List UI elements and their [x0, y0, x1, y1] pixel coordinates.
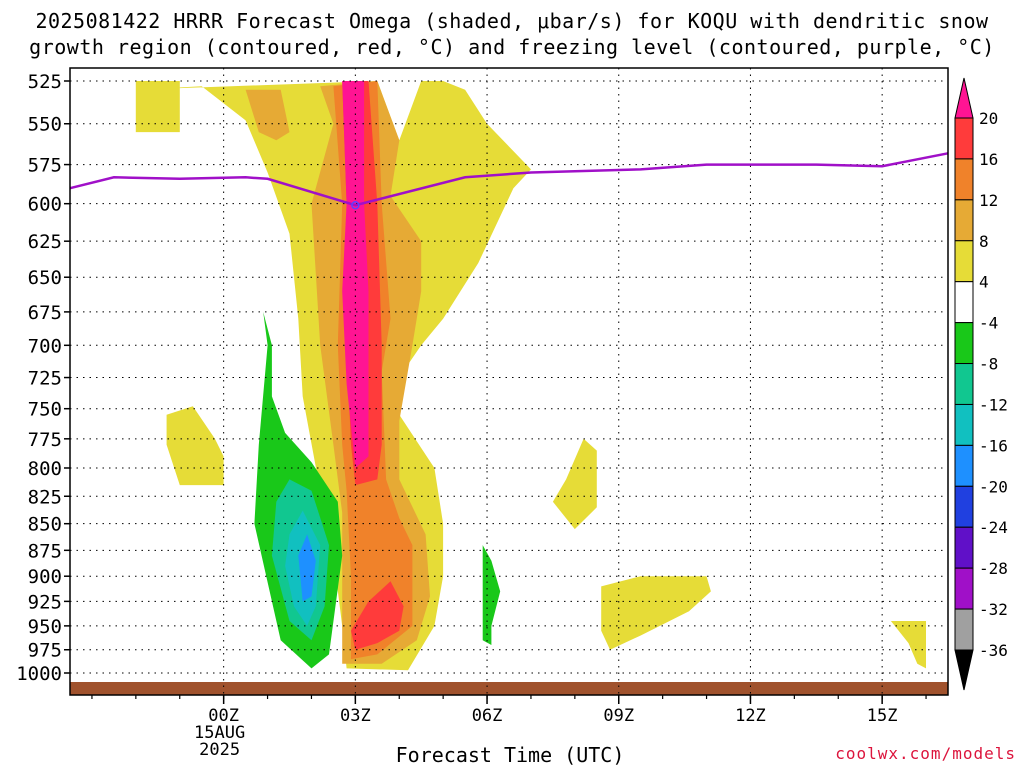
x-tick-year-label: 2025: [199, 740, 240, 760]
colorbar-top-arrow: [954, 77, 974, 119]
colorbar-swatch-3: [954, 240, 974, 283]
colorbar-label-7: -12: [979, 395, 1008, 414]
y-tick-label-575: 575: [28, 155, 62, 177]
omega-region-3: [552, 438, 597, 530]
y-tick-label-750: 750: [28, 399, 62, 421]
plot-frame: [69, 67, 949, 696]
chart-title-line2: growth region (contoured, red, °C) and f…: [29, 35, 995, 59]
y-tick-label-600: 600: [28, 194, 62, 216]
y-tick-label-700: 700: [28, 335, 62, 357]
freezing-level-marker: [351, 200, 360, 210]
colorbar-label-10: -24: [979, 518, 1008, 537]
colorbar-swatch-11: [954, 567, 974, 610]
omega-region-5: [890, 621, 926, 669]
colorbar-swatch-12: [954, 608, 974, 651]
omega-region-11: [342, 81, 369, 468]
omega-region-10: [351, 581, 404, 650]
y-tick-label-875: 875: [28, 540, 62, 562]
colorbar-swatch-9: [954, 485, 974, 528]
x-tick-label-15Z: 15Z: [867, 706, 898, 726]
colorbar-swatch-4: [954, 281, 974, 324]
y-tick-label-625: 625: [28, 231, 62, 253]
colorbar-label-9: -20: [979, 477, 1008, 496]
colorbar-label-4: 4: [979, 273, 989, 292]
x-tick-label-12Z: 12Z: [735, 706, 766, 726]
colorbar-label-2: 12: [979, 191, 998, 210]
omega-region-6: [245, 89, 290, 141]
colorbar-label-11: -28: [979, 559, 1008, 578]
y-tick-label-1000: 1000: [16, 663, 62, 685]
y-tick-label-775: 775: [28, 429, 62, 451]
colorbar-swatch-8: [954, 444, 974, 487]
terrain-band: [70, 682, 948, 695]
y-tick-label-825: 825: [28, 486, 62, 508]
x-tick-date-label: 15AUG: [194, 723, 245, 743]
y-tick-label-550: 550: [28, 114, 62, 136]
y-tick-label-800: 800: [28, 458, 62, 480]
x-tick-label-09Z: 09Z: [603, 706, 634, 726]
x-tick-label-03Z: 03Z: [340, 706, 371, 726]
colorbar: 20 16 12 8 4 -4 -8 -12 -16 -20 -24 -28 -32 -36: [954, 77, 1008, 691]
omega-region-1: [135, 81, 180, 133]
freezing-level-line: [69, 152, 949, 207]
x-tick-label-00Z: 00Z: [208, 706, 239, 726]
omega-region-4: [601, 576, 711, 650]
colorbar-swatch-10: [954, 526, 974, 569]
y-tick-label-950: 950: [28, 616, 62, 638]
omega-shading: [135, 81, 926, 671]
omega-region-13: [482, 545, 501, 645]
y-tick-label-525: 525: [28, 71, 62, 93]
freezing-level-contour: [69, 152, 949, 210]
y-tick-label-900: 900: [28, 566, 62, 588]
colorbar-swatch-0: [954, 117, 974, 160]
credit-text: coolwx.com/models: [835, 744, 1016, 763]
colorbar-label-5: -4: [979, 314, 998, 333]
colorbar-label-3: 8: [979, 232, 989, 251]
y-tick-label-675: 675: [28, 302, 62, 324]
omega-region-16: [298, 534, 316, 602]
grid-lines: [70, 68, 948, 695]
y-axis: 525 550 575 600 625 650 675 700 725 750 775 800 825 8…: [16, 71, 70, 685]
colorbar-label-13: -36: [979, 641, 1008, 660]
colorbar-label-12: -32: [979, 600, 1008, 619]
colorbar-label-0: 20: [979, 109, 998, 128]
colorbar-swatch-6: [954, 363, 974, 405]
y-tick-label-725: 725: [28, 368, 62, 390]
colorbar-bottom-arrow: [954, 649, 974, 691]
colorbar-swatch-7: [954, 403, 974, 446]
y-tick-label-850: 850: [28, 514, 62, 536]
colorbar-swatch-2: [954, 199, 974, 242]
y-tick-label-650: 650: [28, 267, 62, 289]
chart-title: 2025081422 HRRR Forecast Omega (shaded, …: [0, 8, 1024, 60]
y-tick-label-975: 975: [28, 640, 62, 662]
colorbar-swatch-5: [954, 322, 974, 365]
y-tick-label-925: 925: [28, 591, 62, 613]
omega-region-2: [166, 406, 224, 486]
x-axis-title: Forecast Time (UTC): [395, 743, 625, 767]
colorbar-label-6: -8: [979, 355, 998, 374]
x-tick-label-06Z: 06Z: [472, 706, 503, 726]
colorbar-label-8: -16: [979, 436, 1008, 455]
colorbar-label-1: 16: [979, 150, 998, 169]
colorbar-swatch-1: [954, 158, 974, 201]
chart-title-line1: 2025081422 HRRR Forecast Omega (shaded, …: [35, 9, 989, 33]
